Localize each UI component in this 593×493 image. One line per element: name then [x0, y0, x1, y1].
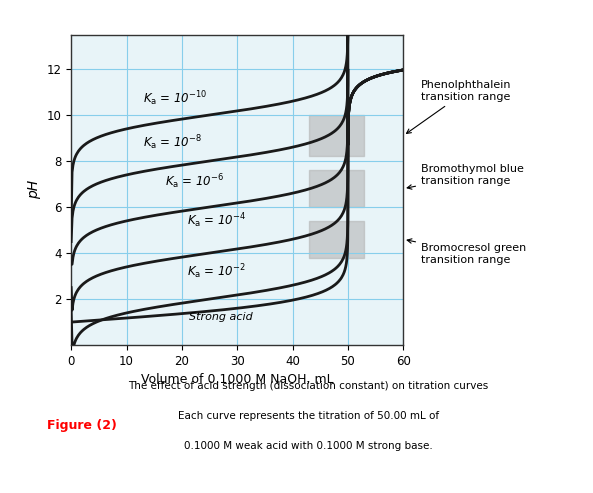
Text: The effect of acid strength (dissociation constant) on titration curves: The effect of acid strength (dissociatio…: [128, 382, 489, 391]
Text: 0.1000 M weak acid with 0.1000 M strong base.: 0.1000 M weak acid with 0.1000 M strong …: [184, 441, 433, 451]
Text: $K_\mathrm{a}$ = 10$^{-2}$: $K_\mathrm{a}$ = 10$^{-2}$: [187, 262, 246, 281]
Text: Figure (2): Figure (2): [47, 419, 117, 432]
X-axis label: Volume of 0.1000 M NaOH, mL: Volume of 0.1000 M NaOH, mL: [141, 373, 333, 387]
Text: Strong acid: Strong acid: [189, 312, 253, 322]
Text: Phenolphthalein
transition range: Phenolphthalein transition range: [407, 80, 512, 134]
Text: Each curve represents the titration of 50.00 mL of: Each curve represents the titration of 5…: [178, 411, 439, 421]
Text: $K_\mathrm{a}$ = 10$^{-10}$: $K_\mathrm{a}$ = 10$^{-10}$: [143, 90, 208, 108]
Text: $K_\mathrm{a}$ = 10$^{-6}$: $K_\mathrm{a}$ = 10$^{-6}$: [165, 173, 224, 191]
Text: $K_\mathrm{a}$ = 10$^{-4}$: $K_\mathrm{a}$ = 10$^{-4}$: [187, 211, 247, 230]
Text: $K_\mathrm{a}$ = 10$^{-8}$: $K_\mathrm{a}$ = 10$^{-8}$: [143, 133, 202, 152]
Text: Bromocresol green
transition range: Bromocresol green transition range: [407, 239, 526, 265]
Text: Bromothymol blue
transition range: Bromothymol blue transition range: [407, 164, 524, 189]
Y-axis label: pH: pH: [27, 180, 41, 199]
